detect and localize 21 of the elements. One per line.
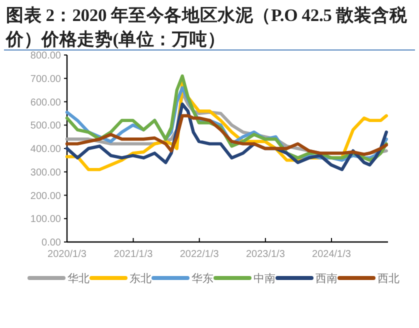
y-tick-label: 600.00 xyxy=(30,97,62,108)
legend-label: 中南 xyxy=(254,272,276,285)
y-tick-label: 500.00 xyxy=(30,120,62,132)
y-tick-label: 400.00 xyxy=(30,144,62,155)
y-tick-label: 0.00 xyxy=(42,238,62,248)
chart-title: 图表 2：2020 年至今各地区水泥（P.O 42.5 散装含税价）价格走势(单位：万吨） xyxy=(6,4,408,51)
y-tick-label: 100.00 xyxy=(30,214,62,226)
y-tick-label: 200.00 xyxy=(30,190,62,202)
x-tick-label: 2022/1/3 xyxy=(180,249,220,260)
y-tick-label: 800.00 xyxy=(30,50,62,62)
legend-label: 华北 xyxy=(68,272,90,285)
x-tick-label: 2021/1/3 xyxy=(114,249,154,260)
legend-label: 华东 xyxy=(192,272,214,285)
legend-label: 西北 xyxy=(378,272,400,285)
y-tick-label: 300.00 xyxy=(30,167,62,178)
x-tick-label: 2020/1/3 xyxy=(48,249,87,260)
y-tick-label: 700.00 xyxy=(30,74,62,85)
x-tick-label: 2024/1/3 xyxy=(312,249,352,260)
x-tick-label: 2023/1/3 xyxy=(246,249,286,260)
legend-label: 东北 xyxy=(130,272,152,285)
legend-label: 西南 xyxy=(316,272,338,285)
